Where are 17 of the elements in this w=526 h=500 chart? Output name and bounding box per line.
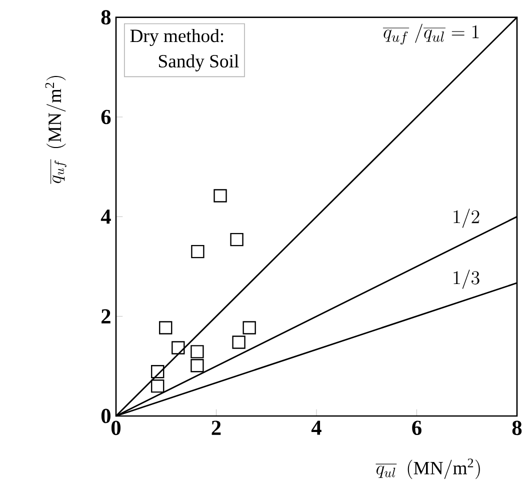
- y-tick-label: 4: [100, 210, 111, 224]
- series-label: $1/2$: [454, 208, 480, 228]
- x-tick-label: 0: [111, 420, 121, 436]
- series-label: $1/3$: [454, 270, 480, 289]
- y-tick-label: 0: [101, 408, 110, 424]
- y-tick-label: 6: [101, 110, 111, 124]
- annotation: Dry method:: [130, 29, 224, 46]
- x-axis-title: $\overline{q_{ul}}\ \ \mathrm{(MN/m^{2})}$: [376, 458, 480, 479]
- x-tick-label: 6: [412, 420, 422, 436]
- annotation: Sandy Soil: [159, 54, 239, 72]
- y-tick-label: 8: [101, 10, 111, 25]
- series-label: $\overline{q_{uf}}\ /\overline{q_{ul}}=1$: [383, 24, 479, 45]
- y-tick-label: 2: [102, 309, 110, 324]
- x-tick-label: 2: [212, 420, 221, 435]
- y-axis-title: $\overline{q_{uf}}\ \ \mathrm{(MN/m^{2})}$: [45, 76, 67, 184]
- x-tick-label: 8: [512, 420, 522, 436]
- x-tick-label: 4: [311, 420, 322, 435]
